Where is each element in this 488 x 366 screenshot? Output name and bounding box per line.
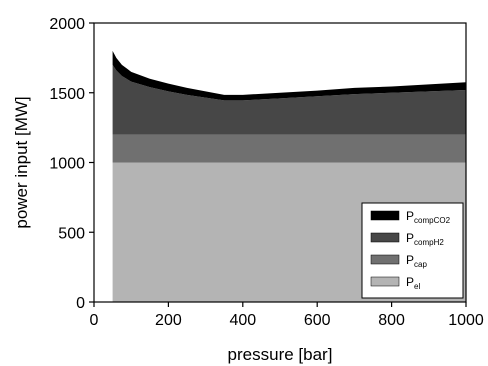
legend-swatch: [370, 276, 400, 287]
x-tick-label: 400: [229, 312, 256, 329]
y-axis-ticks: 0 500 1000 1500 2000: [49, 16, 94, 312]
y-tick-label: 1500: [49, 86, 85, 103]
area-p-comph2: [112, 64, 466, 135]
x-tick-label: 0: [90, 312, 99, 329]
y-tick-label: 0: [76, 295, 85, 312]
y-tick-label: 2000: [49, 16, 85, 33]
legend-label: PcompCO2: [406, 209, 451, 225]
area-series-group: [112, 50, 466, 302]
x-tick-label: 800: [378, 312, 405, 329]
legend-label: Pcap: [406, 253, 427, 269]
legend-label: PcompH2: [406, 231, 444, 247]
x-tick-label: 600: [304, 312, 331, 329]
y-tick-label: 500: [58, 225, 85, 242]
legend: PcompCO2 PcompH2 Pcap Pel: [361, 202, 464, 299]
legend-swatch: [370, 254, 400, 265]
y-tick-label: 1000: [49, 156, 85, 173]
x-tick-label: 200: [155, 312, 182, 329]
y-axis-label: power input [MW]: [12, 96, 31, 228]
x-tick-label: 1000: [448, 312, 484, 329]
x-axis-label: pressure [bar]: [228, 345, 333, 364]
area-p-compco2: [112, 50, 466, 101]
x-axis-ticks: 0 200 400 600 800 1000: [90, 302, 484, 329]
legend-label: Pel: [406, 275, 420, 291]
legend-swatch: [370, 210, 400, 221]
area-p-cap: [112, 134, 466, 163]
legend-swatch: [370, 232, 400, 243]
